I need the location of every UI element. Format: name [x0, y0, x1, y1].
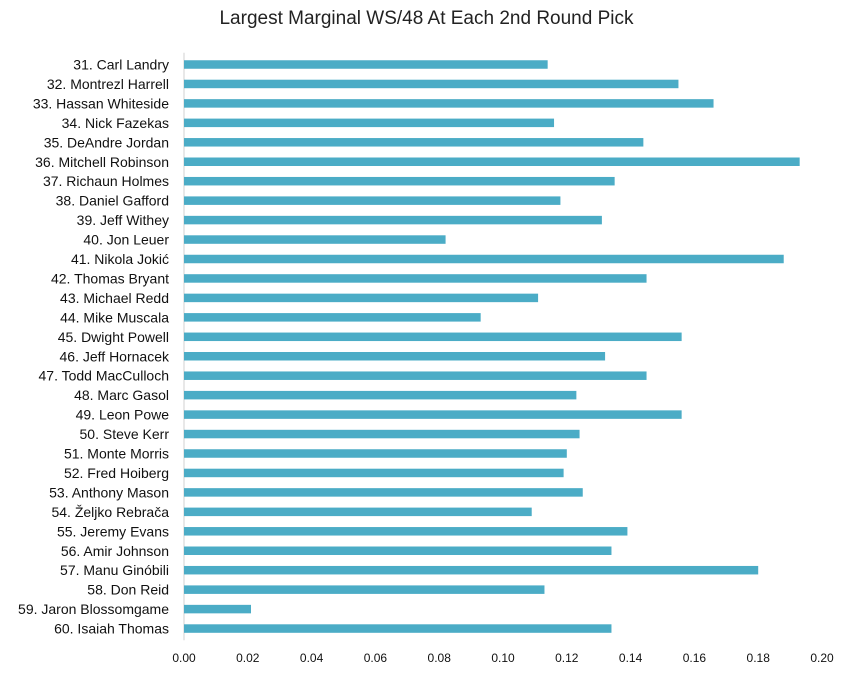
- x-tick-label: 0.10: [491, 651, 515, 665]
- category-label: 45. Dwight Powell: [58, 329, 169, 345]
- bar: [184, 507, 532, 517]
- bar: [184, 371, 647, 380]
- category-labels-group: 31. Carl Landry 32. Montrezl Harrell 33. H…: [18, 57, 170, 637]
- bar: [184, 546, 612, 555]
- bar: [184, 157, 800, 166]
- category-label: 46. Jeff Hornacek: [60, 348, 170, 364]
- bar: [184, 138, 644, 147]
- category-label: 31. Carl Landry: [73, 57, 169, 73]
- x-tick-label: 0.20: [810, 651, 834, 665]
- bar: [184, 293, 539, 303]
- category-label: 58. Don Reid: [87, 582, 169, 598]
- x-tick-label: 0.08: [428, 651, 452, 665]
- x-tick-label: 0.06: [364, 651, 388, 665]
- bar: [184, 624, 612, 633]
- bar: [184, 79, 679, 89]
- bar: [184, 176, 615, 186]
- bar: [184, 488, 583, 497]
- bar: [184, 565, 759, 575]
- bar: [184, 449, 567, 458]
- category-label: 54. Željko Rebrača: [51, 504, 169, 520]
- bar: [184, 604, 251, 614]
- category-label: 60. Isaiah Thomas: [54, 621, 169, 637]
- category-label: 33. Hassan Whiteside: [33, 95, 169, 111]
- category-label: 50. Steve Kerr: [80, 426, 170, 442]
- bar: [184, 429, 580, 439]
- x-tick-label: 0.14: [619, 651, 643, 665]
- x-tick-label: 0.12: [555, 651, 579, 665]
- category-label: 35. DeAndre Jordan: [44, 134, 169, 150]
- bar: [184, 60, 548, 69]
- bars-group: [184, 60, 800, 633]
- bar: [184, 352, 606, 361]
- category-label: 34. Nick Fazekas: [62, 115, 169, 131]
- bar: [184, 390, 577, 400]
- category-label: 47. Todd MacCulloch: [39, 368, 169, 384]
- bar: [184, 468, 564, 478]
- category-label: 36. Mitchell Robinson: [35, 154, 169, 170]
- bar: [184, 235, 446, 244]
- bar: [184, 527, 628, 536]
- category-label: 44. Mike Muscala: [60, 309, 169, 325]
- category-label: 48. Marc Gasol: [74, 387, 169, 403]
- category-label: 42. Thomas Bryant: [51, 270, 169, 286]
- bar: [184, 274, 647, 283]
- bar: [184, 410, 682, 419]
- bar: [184, 196, 561, 205]
- category-label: 39. Jeff Withey: [77, 212, 169, 228]
- category-label: 59. Jaron Blossomgame: [18, 601, 169, 617]
- bar: [184, 313, 481, 322]
- x-tick-label: 0.04: [300, 651, 324, 665]
- x-tick-label: 0.18: [747, 651, 771, 665]
- category-label: 57. Manu Ginóbili: [60, 562, 169, 578]
- category-label: 41. Nikola Jokić: [71, 251, 169, 267]
- category-label: 32. Montrezl Harrell: [47, 76, 169, 92]
- bar: [184, 254, 784, 264]
- x-tick-label: 0.00: [172, 651, 196, 665]
- category-label: 43. Michael Redd: [60, 290, 169, 306]
- x-tick-labels-group: 0.00 0.02 0.04 0.06 0.08 0.10 0.12 0.14 0.16 0.18…: [172, 651, 834, 665]
- x-tick-label: 0.02: [236, 651, 260, 665]
- category-label: 40. Jon Leuer: [83, 232, 169, 248]
- category-label: 56. Amir Johnson: [61, 543, 169, 559]
- category-label: 53. Anthony Mason: [49, 484, 169, 500]
- bar: [184, 118, 555, 128]
- category-label: 38. Daniel Gafford: [56, 193, 169, 209]
- chart-title: Largest Marginal WS/48 At Each 2nd Round…: [219, 8, 634, 29]
- bar: [184, 99, 714, 108]
- category-label: 37. Richaun Holmes: [43, 173, 169, 189]
- x-tick-label: 0.16: [683, 651, 707, 665]
- category-label: 51. Monte Morris: [64, 446, 169, 462]
- bar: [184, 215, 602, 225]
- category-label: 49. Leon Powe: [76, 407, 170, 423]
- category-label: 55. Jeremy Evans: [57, 523, 169, 539]
- bar: [184, 332, 682, 342]
- category-label: 52. Fred Hoiberg: [64, 465, 169, 481]
- bar: [184, 585, 545, 594]
